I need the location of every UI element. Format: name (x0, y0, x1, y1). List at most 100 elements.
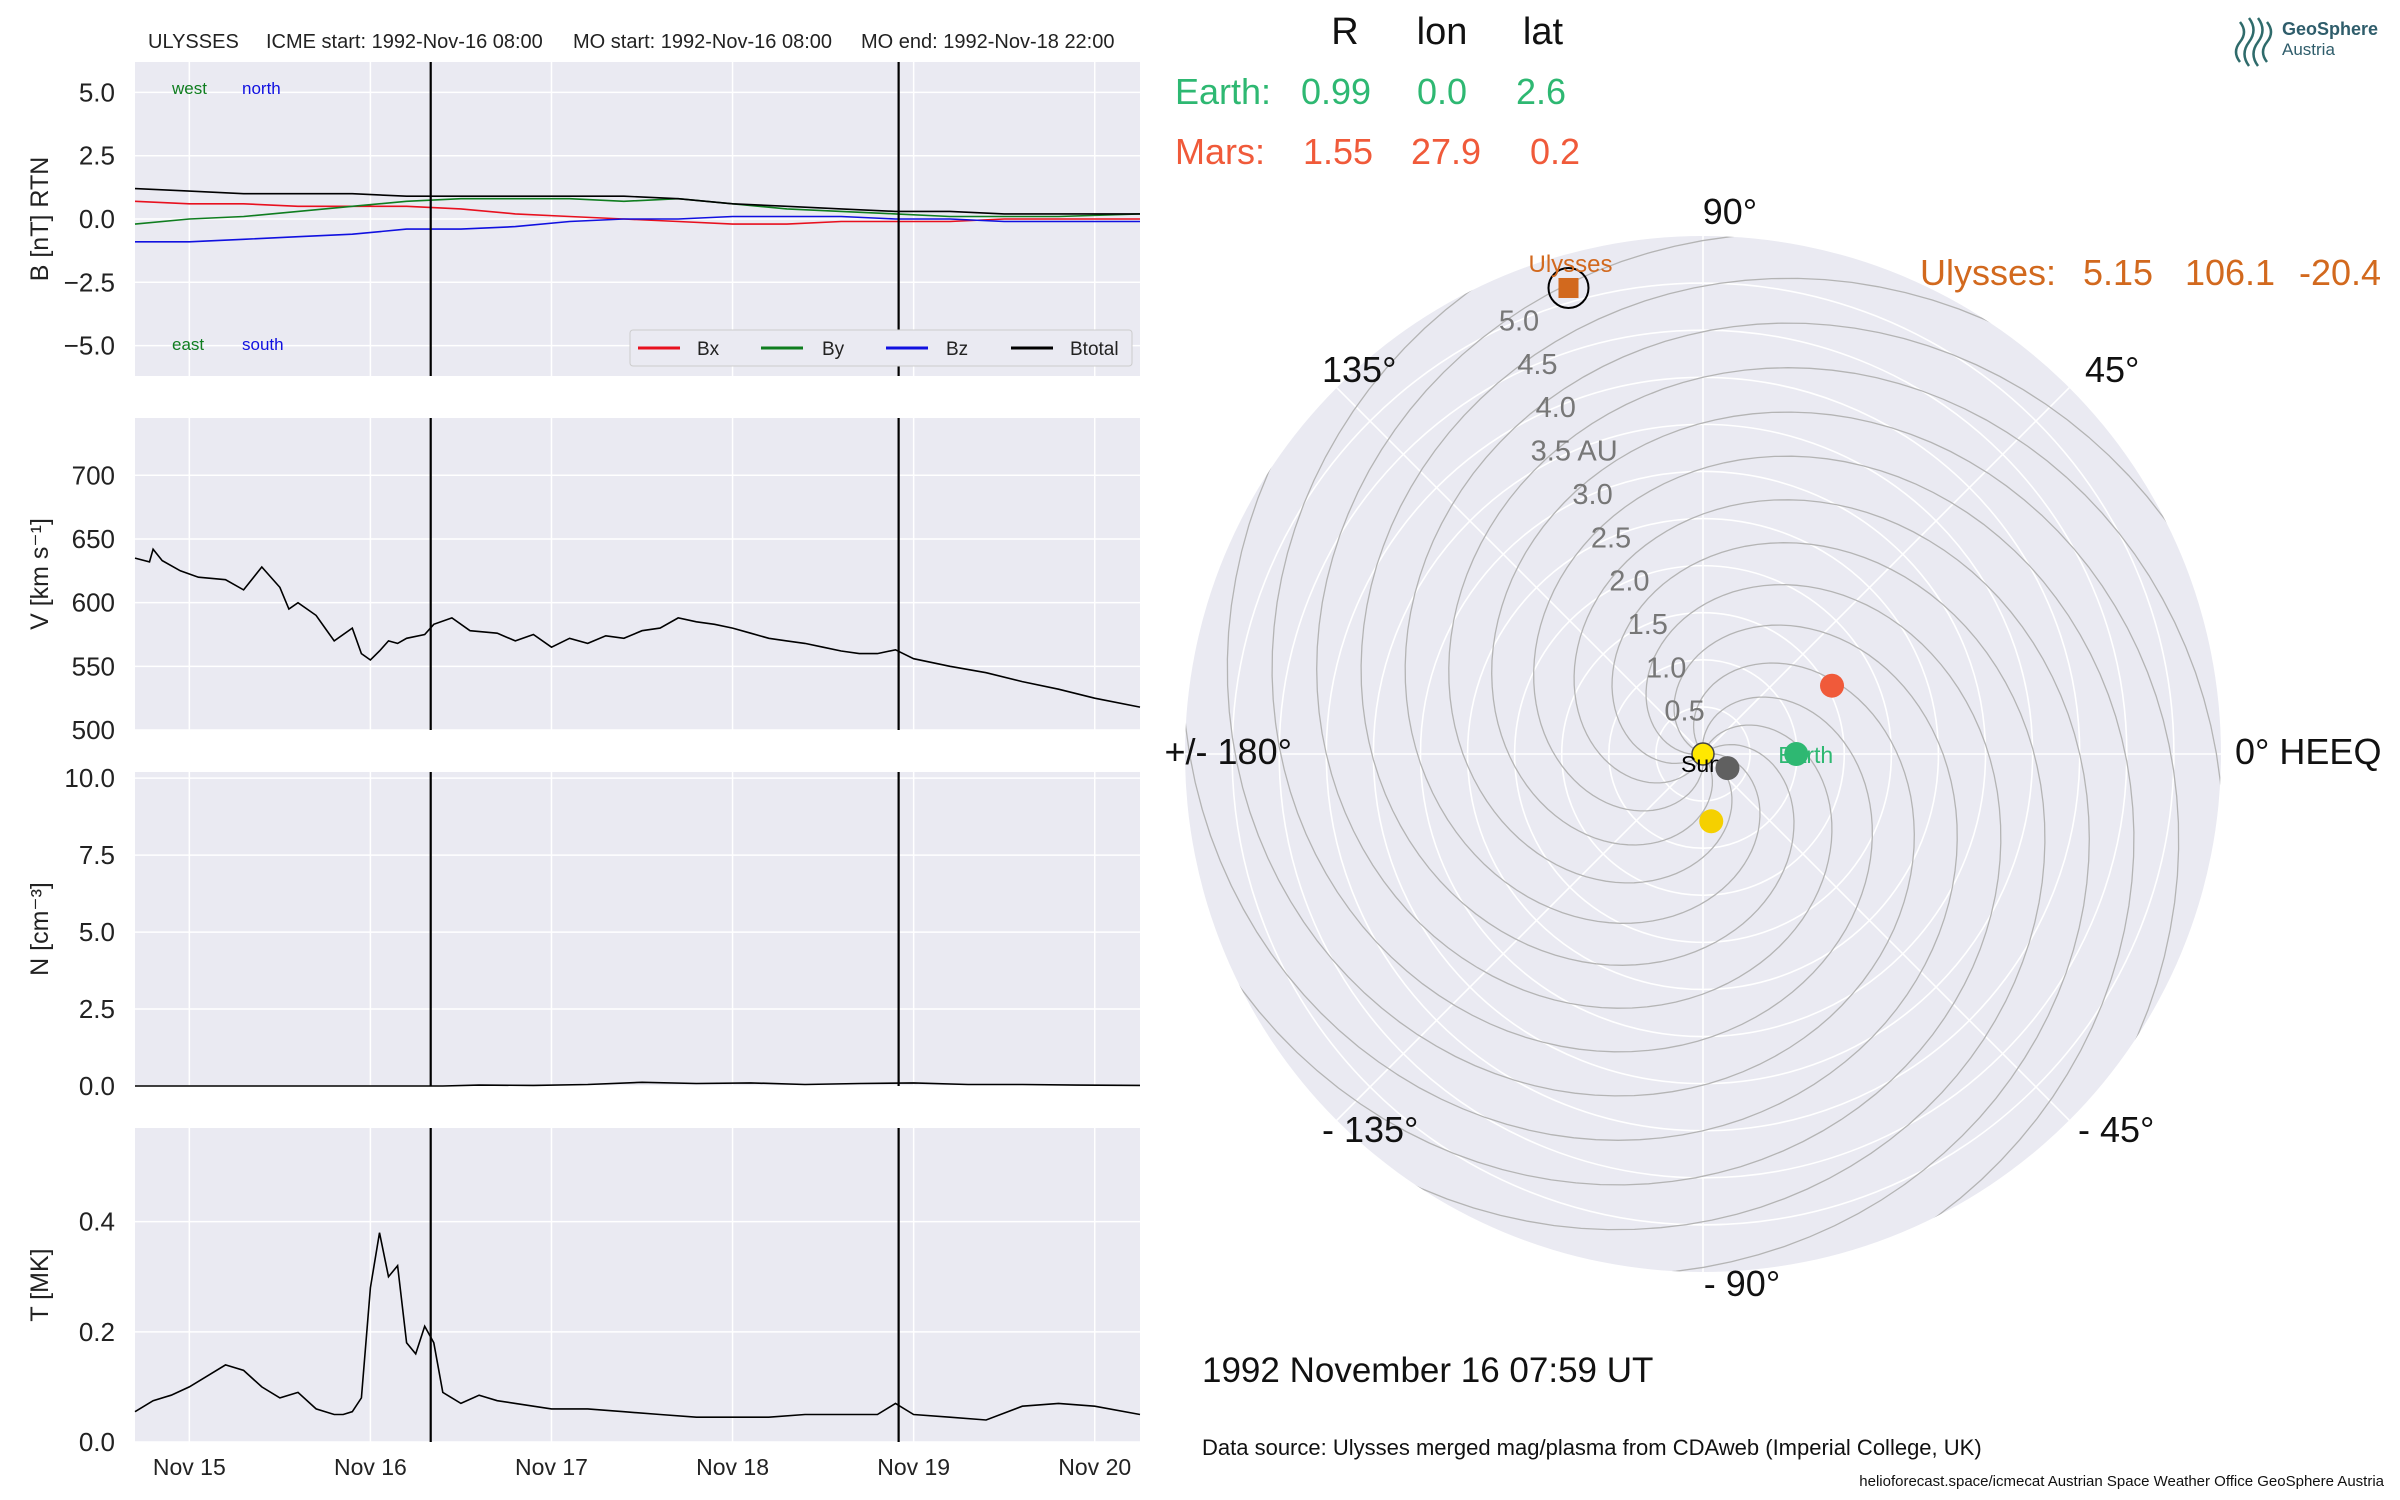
y-tick-label: 0.4 (79, 1207, 115, 1237)
mars-row-label: Mars: (1175, 131, 1265, 172)
y-tick-label: 600 (72, 588, 115, 618)
earth-row-label: Earth: (1175, 71, 1271, 112)
angular-gridline (1702, 753, 2070, 1121)
parker-spiral (1185, 584, 2002, 1186)
ulysses-marker (1558, 277, 1579, 298)
sun-marker (1691, 742, 1715, 766)
plot-area (135, 1128, 1140, 1442)
y-tick-label: 650 (72, 524, 115, 554)
parker-spiral (1360, 277, 2221, 966)
parker-spiral (1404, 322, 2221, 924)
angular-gridline (1336, 387, 1704, 755)
radial-tick-label: 2.0 (1609, 566, 1649, 598)
east-annotation: east (172, 335, 204, 354)
angle-label: 0° HEEQ (2235, 731, 2381, 772)
y-axis-label: T [MK] (26, 1248, 54, 1321)
parker-spiral (1226, 236, 1915, 1097)
radial-tick-label: 1.5 (1628, 609, 1668, 641)
mo-end-label: MO end: 1992-Nov-18 22:00 (861, 31, 1115, 53)
angle-label: 90° (1703, 191, 1757, 232)
radial-tick-label: 3.0 (1572, 479, 1612, 511)
data-source: Data source: Ulysses merged mag/plasma f… (1202, 1435, 1982, 1460)
polar-position-plot: 0.5 1.0 1.5 2.0 2.5 3.0 3.5 AU 4.0 4.5 5.0 90° 45° 0… (1165, 191, 2382, 1304)
parker-spiral (1185, 542, 2046, 1231)
x-tick-label: Nov 18 (696, 1454, 769, 1480)
mars-r: 1.55 (1303, 131, 1373, 172)
y-tick-label: 0.0 (79, 1427, 115, 1457)
magnetic-field-panel: 5.0 2.5 0.0 −2.5 −5.0 B [nT] RTN (26, 62, 1141, 376)
parker-spiral (1279, 499, 2090, 1272)
earth-label: Earth (1778, 742, 1833, 768)
spacecraft-name: ULYSSES (148, 31, 239, 53)
logo-line2: Austria (2282, 40, 2335, 59)
col-header-r: R (1331, 11, 1358, 53)
series-line-by (134, 197, 1141, 225)
y-tick-label: −5.0 (64, 331, 115, 361)
plot-area (135, 418, 1140, 730)
radial-tick-label: 1.0 (1646, 652, 1686, 684)
density-panel: 10.0 7.5 5.0 2.5 0.0 N [cm⁻³] (26, 763, 1141, 1101)
sun-label: Sun (1681, 751, 1722, 777)
radial-tick-label: 0.5 (1664, 696, 1704, 728)
west-annotation: west (171, 79, 207, 98)
earth-lat: 2.6 (1516, 71, 1566, 112)
y-tick-label: 700 (72, 460, 115, 490)
legend-bz: Bz (946, 339, 968, 360)
earth-lon: 0.0 (1417, 71, 1467, 112)
south-annotation: south (242, 335, 284, 354)
series-line (135, 1081, 1141, 1087)
earth-r: 0.99 (1301, 71, 1371, 112)
ulysses-ring (1547, 266, 1590, 309)
y-tick-label: −2.5 (64, 267, 115, 297)
y-axis-label: V [km s⁻¹] (26, 518, 54, 630)
plot-area (135, 772, 1140, 1086)
venus-marker (1699, 809, 1724, 834)
y-tick-label: 500 (72, 715, 115, 745)
speed-panel: 700 650 600 550 500 V [km s⁻¹] (26, 418, 1141, 745)
legend-by: By (822, 339, 845, 360)
y-tick-label: 0.2 (79, 1317, 115, 1347)
timestamp: 1992 November 16 07:59 UT (1202, 1351, 1653, 1390)
y-axis-label: N [cm⁻³] (26, 882, 54, 976)
parker-spiral (1448, 367, 2221, 1178)
earth-marker (1784, 742, 1809, 766)
mars-marker (1820, 673, 1845, 698)
radial-tick-label: 3.5 AU (1531, 436, 1618, 468)
b-legend: Bx By Bz Btotal (629, 329, 1133, 367)
ulysses-lon: 106.1 (2185, 252, 2275, 293)
angle-label: +/- 180° (1165, 731, 1292, 772)
x-tick-label: Nov 16 (334, 1454, 407, 1480)
y-tick-label: 5.0 (79, 917, 115, 947)
series-line-bz (135, 215, 1140, 243)
angular-gridline (1702, 387, 2070, 755)
ulysses-lat: -20.4 (2299, 252, 2381, 293)
parker-spirals (1185, 236, 2221, 1272)
mo-start-label: MO start: 1992-Nov-16 08:00 (573, 31, 832, 53)
geosphere-logo: GeoSphere Austria (2234, 17, 2378, 67)
y-tick-label: 2.5 (79, 994, 115, 1024)
series-line (134, 547, 1141, 708)
series-line (134, 1232, 1141, 1421)
parker-spiral (1271, 236, 1873, 1053)
angle-label: 45° (2085, 349, 2139, 390)
y-tick-label: 10.0 (64, 763, 115, 793)
geosphere-wave-icon (2234, 17, 2273, 67)
y-tick-label: 0.0 (79, 204, 115, 234)
ulysses-row-label: Ulysses: (1920, 252, 2056, 293)
y-tick-label: 5.0 (79, 77, 115, 107)
radial-tick-label: 4.5 (1517, 349, 1557, 381)
x-tick-label: Nov 19 (877, 1454, 950, 1480)
radial-tick-label: 2.5 (1591, 522, 1631, 554)
radial-tick-label: 4.0 (1536, 392, 1576, 424)
legend-bx: Bx (697, 339, 720, 360)
parker-spiral (1491, 411, 2180, 1272)
temperature-panel: 0.4 0.2 0.0 T [MK] Nov 15 Nov 16 Nov 17 Nov 18 N… (26, 1128, 1141, 1480)
angle-label: - 45° (2078, 1109, 2154, 1150)
mars-lat: 0.2 (1530, 131, 1580, 172)
y-tick-label: 550 (72, 651, 115, 681)
angular-gridline (1336, 753, 1704, 1121)
series-line-btotal (134, 187, 1140, 215)
angle-label: - 135° (1322, 1109, 1418, 1150)
angle-label: 135° (1322, 349, 1396, 390)
